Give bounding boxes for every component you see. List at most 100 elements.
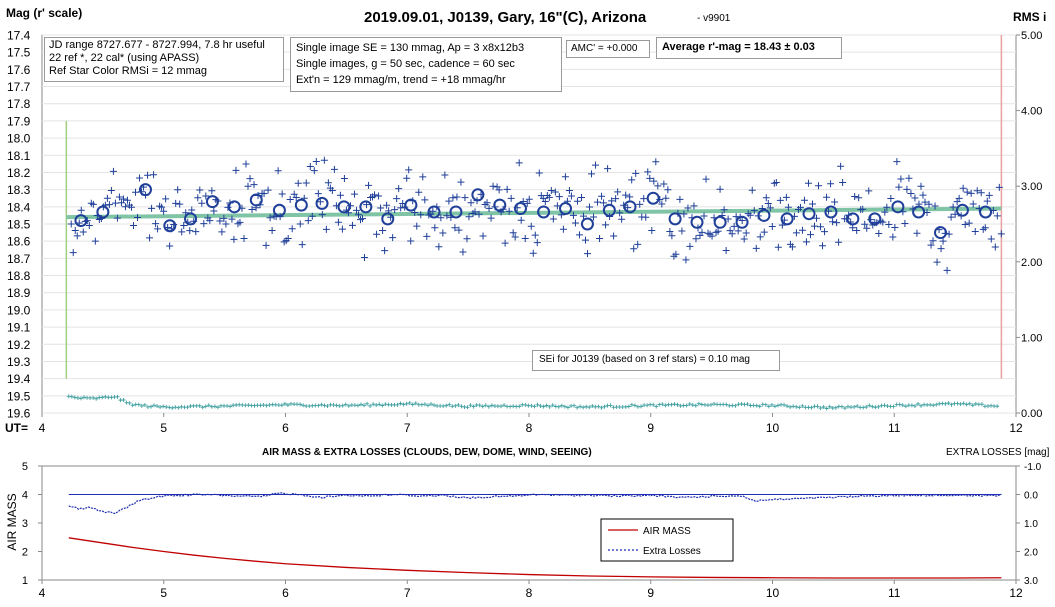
rms-point [529,403,534,408]
single-image-point [194,194,202,202]
rms-point [368,403,373,408]
rms-point [380,403,385,408]
rms-point [486,404,491,409]
single-image-point [348,221,356,229]
bottom-y-tick-label: 4 [22,490,28,502]
single-image-point [188,206,196,214]
single-image-point [549,215,557,223]
single-image-point [973,187,981,195]
single-image-point [983,197,991,205]
rms-point [176,405,181,410]
single-image-point [413,222,421,230]
single-image-point [708,232,716,240]
single-image-point [302,179,310,187]
single-line: Single images, g = 50 sec, cadence = 60 … [296,58,515,70]
bottom-y-tick-label: 5 [22,461,28,473]
averaged-point [868,212,882,226]
rms-point [608,403,613,408]
rms-point [827,404,832,409]
single-image-point [395,185,403,193]
averaged-point [138,183,152,197]
single-image-point [377,204,385,212]
single-image-point [483,199,491,207]
single-image-point [592,161,600,169]
single-image-point [67,220,75,228]
top-y-tick-label: 18.3 [7,183,31,197]
single-image-point [146,234,154,242]
rms-point [142,402,147,407]
single-image-point [594,198,602,206]
single-image-point [875,230,883,238]
rms-point [833,405,838,410]
single-image-point [443,212,451,220]
rms-point [410,402,415,407]
single-image-point [626,193,634,201]
fit-line [66,206,1002,220]
top-x-tick-label: 7 [404,421,411,435]
rms-point [693,403,698,408]
averaged-point [227,200,241,214]
single-image-point [79,228,87,236]
single-image-point [879,218,887,226]
rms-point [100,395,105,400]
top-right-tick-label: 3.00 [1021,181,1042,193]
single-image-point [837,162,845,170]
rms-point [419,402,424,407]
averaged-point [96,205,110,219]
rms-point [158,405,163,410]
single-image-point [445,197,453,205]
single-image-point [288,225,296,233]
averaged-points [74,183,993,240]
single-image-point [678,227,686,235]
rms-point [395,402,400,407]
single-image-point [571,219,579,227]
single-image-point [103,194,111,202]
rms-point [660,402,665,407]
single-image-point [849,224,857,232]
single-image-point [682,256,690,264]
rms-point [897,402,902,407]
single-image-point [961,220,969,228]
single-image-point [650,177,658,185]
single-image-point [748,186,756,194]
single-image-point [644,168,652,176]
single-image-point [919,191,927,199]
single-image-point [664,186,672,194]
averaged-point [163,219,177,233]
rms-point [754,403,759,408]
single-image-point [636,200,644,208]
rms-point [909,403,914,408]
single-image-point [222,220,230,228]
single-image-point [437,214,445,222]
top-right-tick-label: 2.00 [1021,257,1042,269]
rms-point [919,403,924,408]
rms-point [468,403,473,408]
rms-point [398,401,403,406]
rms-point [483,403,488,408]
rms-point [772,404,777,409]
averaged-point [802,207,816,221]
rms-point [964,402,969,407]
bottom-right-tick-label: 3.0 [1024,576,1038,587]
averaged-point [404,198,418,212]
averaged-point [294,198,308,212]
single-image-point [586,203,594,211]
rms-point [362,403,367,408]
rms-point [444,403,449,408]
single-image-point [702,175,710,183]
single-image-point [995,183,1003,191]
single-image-point [515,159,523,167]
single-image-point [690,202,698,210]
rms-point [69,394,74,399]
rms-point [136,402,141,407]
single-image-point [652,158,660,166]
top-y-tick-labels: 17.4 17.5 17.6 17.7 17.8 17.9 18.0 18.1 18.2 18.3… [7,29,31,421]
rms-point [374,403,379,408]
rms-point [654,404,659,409]
rms-point [212,404,217,409]
top-x-tick-label: 11 [888,421,901,435]
averaged-point [249,193,263,207]
single-image-point [381,247,389,255]
info-box: JD range 8727.677 - 8727.994, 7.8 hr use… [44,37,284,82]
rms-point [185,405,190,410]
